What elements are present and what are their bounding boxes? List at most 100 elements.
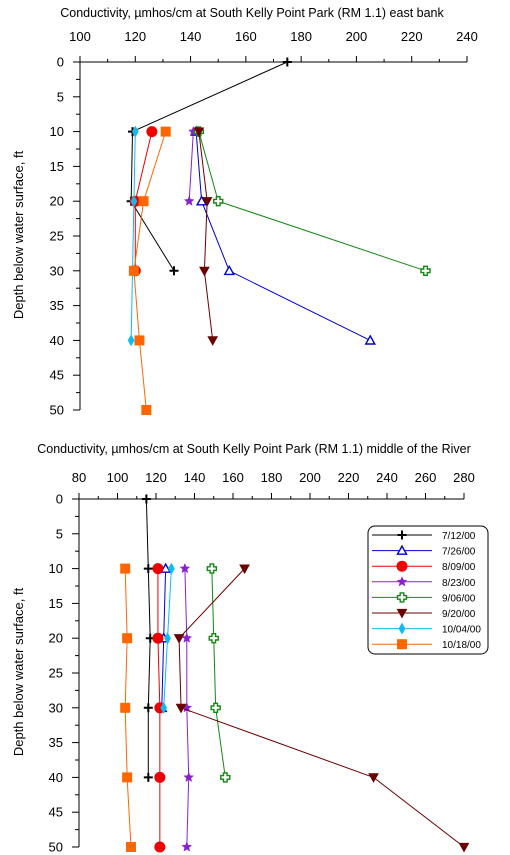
data-point <box>223 264 235 276</box>
data-point <box>168 562 175 575</box>
legend-entry: 9/20/00 <box>372 608 476 620</box>
data-point <box>152 563 164 575</box>
legend-label: 7/26/00 <box>442 547 476 558</box>
series-line <box>195 131 371 341</box>
data-point <box>368 773 379 783</box>
chart-east-bank: Conductivity, µmhos/cm at South Kelly Po… <box>11 6 478 418</box>
data-point <box>130 195 138 208</box>
series-line <box>130 61 288 272</box>
data-point <box>199 266 210 277</box>
data-point <box>207 336 219 346</box>
x-axis: 80 100 120 140 160 180 200 220 240 260 280 <box>72 470 475 499</box>
legend-marker <box>396 560 408 572</box>
data-point <box>141 494 151 504</box>
data-point <box>183 771 195 782</box>
series-9-20-00 <box>173 564 470 853</box>
y-tick-label: 0 <box>57 55 64 70</box>
data-point <box>154 841 166 853</box>
x-tick-label: 200 <box>299 470 321 485</box>
data-point <box>120 563 131 574</box>
data-point <box>152 632 164 644</box>
legend-entry: 8/23/00 <box>372 576 476 589</box>
data-point <box>143 564 153 574</box>
y-tick-label: 40 <box>50 333 64 348</box>
series-7-12-00 <box>141 494 155 782</box>
data-point <box>143 772 153 782</box>
x-tick-label: 200 <box>346 29 368 44</box>
data-point <box>128 265 139 276</box>
y-axis-label: Depth below water surface, ft <box>11 150 26 319</box>
series-10-18-00 <box>128 126 171 415</box>
y-tick-label: 5 <box>57 89 64 104</box>
data-point <box>181 841 193 852</box>
data-point <box>208 633 219 644</box>
y-tick-label: 45 <box>49 805 63 820</box>
legend-label: 9/06/00 <box>442 593 476 604</box>
data-point <box>122 633 133 644</box>
y-tick-label: 20 <box>49 631 63 646</box>
legend-label: 9/20/00 <box>442 609 476 620</box>
y-tick-label: 25 <box>50 229 64 244</box>
y-tick-label: 15 <box>49 596 63 611</box>
data-point <box>160 701 168 714</box>
data-point <box>138 196 149 207</box>
data-point <box>458 842 470 853</box>
series-8-09-00 <box>152 563 166 853</box>
y-tick-label: 30 <box>49 700 63 715</box>
data-point <box>125 842 136 852</box>
y-axis: 0 5 10 15 20 25 30 35 40 45 50 <box>49 492 79 855</box>
x-tick-label: 140 <box>180 29 202 44</box>
legend-marker <box>396 592 408 603</box>
data-point <box>146 126 158 138</box>
x-tick-label: 160 <box>222 470 244 485</box>
legend: 7/12/00 7/26/00 8/09/00 8/23/00 9/06/00 9/20/… <box>367 525 489 655</box>
legend-label: 10/18/00 <box>442 640 481 651</box>
series-8-23-00 <box>179 562 195 852</box>
y-tick-label: 20 <box>50 194 64 209</box>
series-line <box>198 131 214 341</box>
data-point <box>164 632 171 645</box>
series-group <box>120 494 470 853</box>
series-7-26-00 <box>190 125 376 345</box>
legend-entry: 9/06/00 <box>372 592 476 604</box>
x-tick-label: 180 <box>290 29 312 44</box>
legend-label: 8/09/00 <box>442 562 476 573</box>
data-point <box>364 334 376 345</box>
y-tick-label: 15 <box>50 159 64 174</box>
legend-marker <box>398 622 406 635</box>
data-point <box>282 57 292 67</box>
x-tick-label: 220 <box>401 29 423 44</box>
x-tick-label: 80 <box>72 470 86 485</box>
series-8-23-00 <box>183 125 199 206</box>
legend-marker <box>396 576 408 587</box>
data-point <box>120 702 131 713</box>
series-9-06-00 <box>193 126 431 276</box>
data-point <box>220 772 231 783</box>
data-point <box>141 405 152 415</box>
series-10-18-00 <box>120 563 136 852</box>
data-point <box>183 195 195 206</box>
y-axis-label: Depth below water surface, ft <box>11 587 26 756</box>
series-10-04-00 <box>160 562 175 714</box>
y-axis: 0 5 10 15 20 25 30 35 40 45 50 <box>50 55 80 418</box>
series-9-20-00 <box>193 127 219 346</box>
data-point <box>175 703 187 714</box>
series-line <box>188 131 194 202</box>
y-tick-label: 10 <box>49 561 63 576</box>
legend-marker <box>396 544 408 555</box>
chart-title: Conductivity, µmhos/cm at South Kelly Po… <box>37 442 471 456</box>
x-tick-label: 100 <box>107 470 129 485</box>
data-point <box>210 702 221 713</box>
legend-entry: 8/09/00 <box>372 560 476 573</box>
axis-frame <box>79 61 467 410</box>
legend-entry: 7/12/00 <box>372 530 476 542</box>
data-point <box>134 335 145 346</box>
data-point <box>179 562 191 574</box>
y-tick-label: 25 <box>49 666 63 681</box>
x-tick-label: 120 <box>124 29 146 44</box>
series-group <box>126 57 431 415</box>
series-line <box>130 131 136 341</box>
series-line <box>211 568 226 778</box>
legend-marker <box>397 530 407 540</box>
legend-marker <box>397 639 407 650</box>
